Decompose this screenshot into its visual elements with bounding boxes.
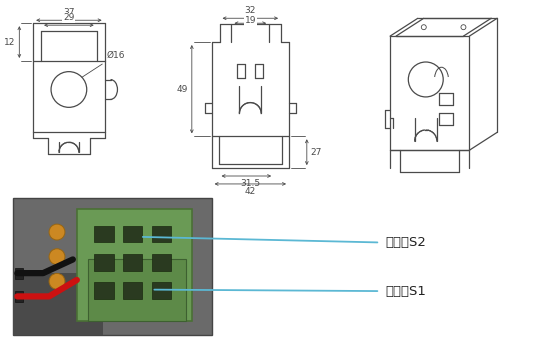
Circle shape: [49, 224, 65, 240]
Bar: [94, 282, 114, 299]
Circle shape: [49, 249, 65, 265]
Bar: [152, 282, 171, 299]
Text: 32: 32: [245, 6, 256, 15]
Text: 42: 42: [245, 187, 256, 196]
Text: 红色：S1: 红色：S1: [385, 285, 426, 298]
Bar: [152, 254, 171, 270]
Bar: [15, 268, 24, 279]
Text: 19: 19: [245, 16, 256, 25]
Text: 27: 27: [311, 148, 322, 157]
Circle shape: [49, 274, 65, 289]
Bar: [77, 209, 192, 321]
Bar: [152, 226, 171, 243]
Bar: [13, 273, 102, 335]
Bar: [123, 254, 142, 270]
Bar: [13, 198, 212, 335]
Bar: [94, 226, 114, 243]
Text: 37: 37: [63, 8, 74, 17]
Text: 49: 49: [176, 85, 188, 94]
Text: 31.5: 31.5: [240, 179, 260, 188]
Bar: [94, 254, 114, 270]
Bar: [123, 282, 142, 299]
Bar: [15, 291, 24, 302]
Text: 29: 29: [63, 13, 74, 22]
Text: 12: 12: [4, 37, 15, 47]
Text: Ø16: Ø16: [82, 51, 125, 77]
Bar: [88, 259, 186, 321]
Bar: [123, 226, 142, 243]
Text: 黑色：S2: 黑色：S2: [385, 236, 426, 249]
